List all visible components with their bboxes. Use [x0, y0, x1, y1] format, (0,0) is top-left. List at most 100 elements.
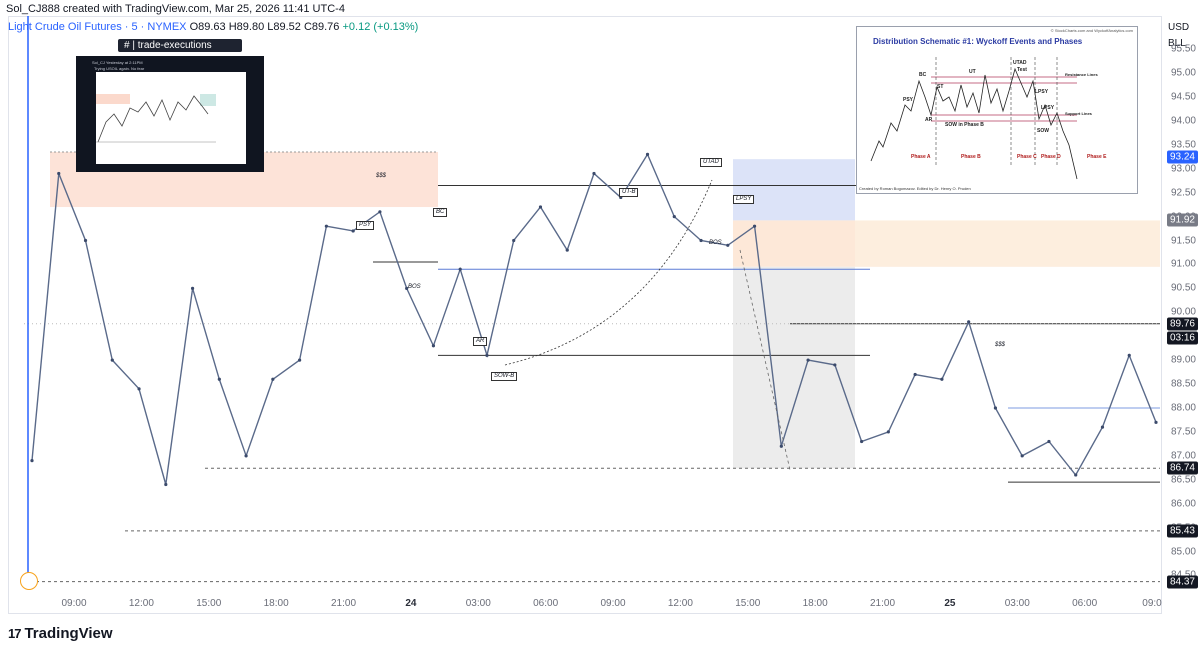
- wyckoff-label-lpsy-1: LPSY: [1035, 89, 1049, 95]
- price-axis-label: 88.50: [1170, 378, 1196, 390]
- price-point: [538, 205, 543, 209]
- wyckoff-price-path: [870, 67, 1078, 180]
- price-axis-label: 94.00: [1170, 115, 1196, 127]
- wyckoff-label-st: ST: [937, 84, 944, 90]
- time-axis-label: 03:00: [1004, 598, 1030, 609]
- price-point: [217, 377, 221, 381]
- annotation-utad: UTAD: [700, 158, 722, 167]
- annotation-ut-b: UT-B: [619, 188, 639, 197]
- price-point: [1154, 420, 1158, 424]
- chart-area[interactable]: [8, 16, 1162, 614]
- tradingview-wordmark: TradingView: [24, 625, 113, 642]
- mini-target: [200, 94, 216, 106]
- time-axis-label: 21:00: [869, 598, 896, 609]
- price-axis-label: 86.50: [1170, 474, 1196, 486]
- price-point: [30, 459, 34, 463]
- price-point: [1047, 439, 1051, 444]
- price-point: [860, 439, 864, 444]
- time-axis-label: 24: [405, 598, 417, 609]
- axis-unit[interactable]: BLL: [1168, 38, 1186, 49]
- price-axis-label: 95.00: [1170, 67, 1196, 79]
- wyckoff-label-test: Test: [1017, 67, 1027, 73]
- wyckoff-note-resistance: Resistance Lines: [1065, 72, 1098, 77]
- price-point: [940, 377, 944, 381]
- time-axis-label: 18:00: [802, 598, 828, 609]
- time-axis-label: 15:00: [196, 598, 222, 609]
- wyckoff-label-utad: UTAD: [1013, 60, 1027, 66]
- annotation-sow-b: SOW-B: [491, 372, 518, 381]
- discord-post-screenshot: Sol_CJ Yesterday at 2:11PM Trying USOIL …: [76, 56, 264, 172]
- wyckoff-credit-top: © StockCharts.com and WyckoffAnalytics.c…: [1050, 28, 1133, 33]
- wyckoff-label-ut: UT: [969, 69, 976, 75]
- annotation-bc: BC: [433, 208, 448, 217]
- time-axis-label: 06:00: [533, 598, 559, 609]
- price-point: [164, 482, 168, 487]
- mini-zone: [96, 94, 130, 104]
- price-axis-label: 92.50: [1170, 187, 1196, 199]
- annotation-liquidity-2: $$$: [995, 342, 1006, 348]
- discord-channel-tag: # | trade-executions: [118, 39, 242, 52]
- annotation-bos-2: BOS: [709, 240, 722, 246]
- time-axis-label: 09:00: [61, 598, 87, 609]
- price-axis-label: 90.50: [1170, 282, 1196, 294]
- price-point: [967, 320, 971, 324]
- wyckoff-label-psy: PSY: [903, 97, 914, 103]
- price-axis[interactable]: 95.5095.0094.5094.0093.5093.0092.5092.00…: [1161, 16, 1200, 612]
- ohlc-values: O89.63 H89.80 L89.52 C89.76: [189, 21, 340, 33]
- wyckoff-phase-d: Phase D: [1041, 154, 1061, 160]
- price-axis-label: 91.50: [1170, 235, 1196, 247]
- price-point: [324, 224, 328, 228]
- post-mini-chart-svg: [96, 94, 216, 143]
- price-tag: 93.24: [1166, 150, 1198, 164]
- price-change: +0.12 (+0.13%): [342, 21, 419, 33]
- clock-icon[interactable]: [20, 572, 38, 590]
- symbol-legend[interactable]: Light Crude Oil Futures · 5 · NYMEX O89.…: [8, 21, 418, 33]
- price-point: [137, 387, 141, 391]
- axis-currency[interactable]: USD: [1168, 22, 1190, 33]
- wyckoff-title: Distribution Schematic #1: Wyckoff Event…: [873, 37, 1083, 46]
- price-point: [699, 238, 703, 243]
- wyckoff-label-sow: SOW: [1037, 128, 1049, 134]
- annotation-lpsy: LPSY: [733, 195, 755, 204]
- price-axis-label: 89.00: [1170, 354, 1196, 366]
- price-axis-label: 88.00: [1170, 402, 1196, 414]
- price-point: [592, 171, 596, 176]
- price-tag: 03:16: [1166, 331, 1198, 345]
- price-point: [726, 243, 730, 247]
- price-point: [645, 152, 650, 156]
- price-tag: 91.92: [1166, 213, 1198, 227]
- wyckoff-schematic: © StockCharts.com and WyckoffAnalytics.c…: [856, 26, 1138, 194]
- time-axis-label: 03:00: [465, 598, 491, 609]
- rounding-curve: [504, 179, 713, 366]
- mini-price-line: [97, 95, 209, 143]
- time-axis-label: 18:00: [263, 598, 289, 609]
- time-axis-label: 09:00: [600, 598, 626, 609]
- price-point: [431, 344, 436, 348]
- price-point: [1127, 353, 1131, 357]
- price-point: [672, 214, 676, 219]
- price-axis-label: 86.00: [1170, 498, 1196, 510]
- time-axis-label: 15:00: [735, 598, 761, 609]
- price-point: [752, 224, 757, 228]
- tradingview-mark-icon: 17: [8, 626, 22, 641]
- price-point: [485, 353, 489, 357]
- price-point: [806, 358, 810, 362]
- price-point: [913, 372, 917, 377]
- time-axis-label: 12:00: [667, 598, 693, 609]
- time-axis-label: 21:00: [330, 598, 357, 609]
- gray-zone: [733, 266, 855, 469]
- price-point: [993, 406, 998, 410]
- price-point: [298, 358, 302, 362]
- price-point: [779, 444, 783, 448]
- price-point: [57, 171, 61, 176]
- price-axis-label: 91.00: [1170, 258, 1196, 270]
- post-mini-chart: [96, 72, 246, 164]
- time-axis-label: 09:0: [1142, 598, 1162, 609]
- chart-caption: Sol_CJ888 created with TradingView.com, …: [6, 3, 345, 15]
- price-point: [244, 454, 248, 458]
- price-point: [110, 358, 114, 362]
- wyckoff-phase-e: Phase E: [1087, 154, 1107, 160]
- symbol-name[interactable]: Light Crude Oil Futures · 5 · NYMEX: [8, 21, 187, 33]
- wyckoff-note-support: Support Lines: [1065, 111, 1092, 116]
